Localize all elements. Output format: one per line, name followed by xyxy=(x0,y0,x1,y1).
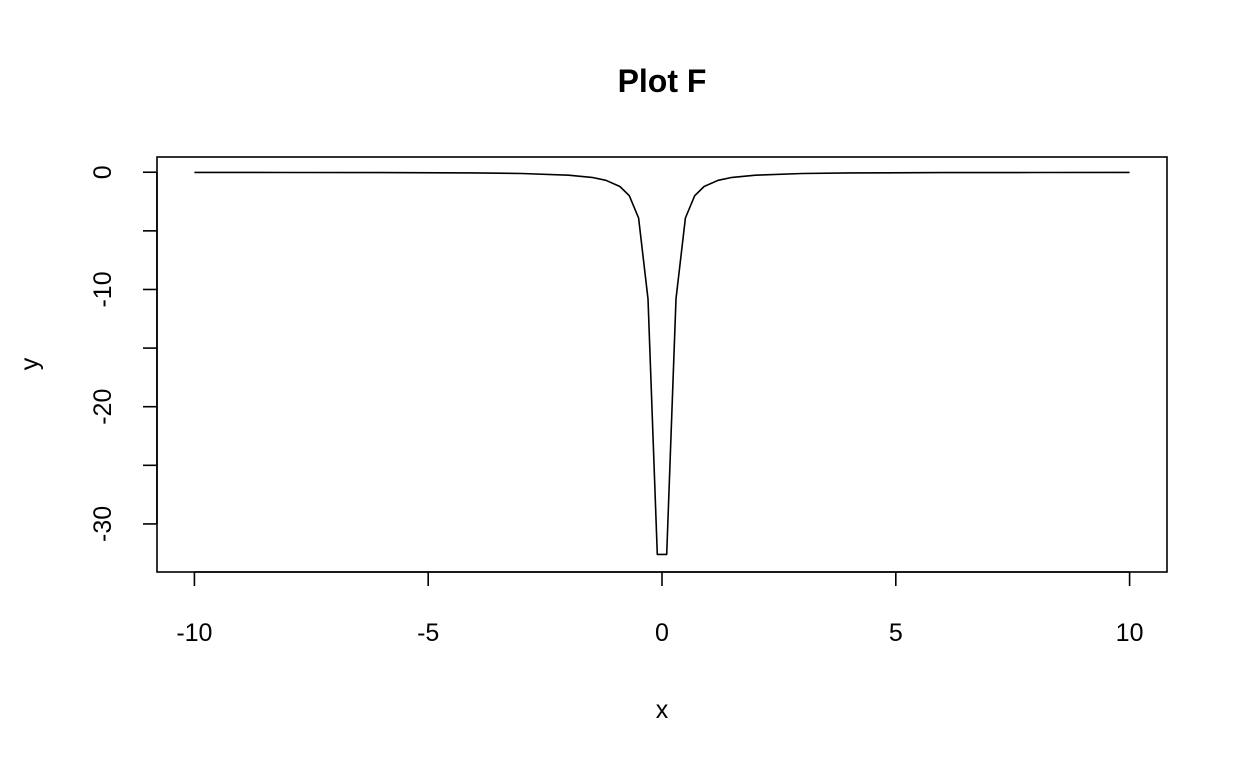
y-tick-label: -30 xyxy=(89,506,117,542)
series-layer xyxy=(194,171,1130,556)
y-tick-label: -20 xyxy=(89,389,117,425)
x-tick-label: 10 xyxy=(1116,619,1144,647)
y-axis-label: y xyxy=(16,357,44,370)
plot-frame xyxy=(156,156,1168,573)
x-axis-label: x xyxy=(656,696,669,724)
x-tick-label: -10 xyxy=(176,619,212,647)
x-tick-label: 0 xyxy=(655,619,669,647)
y-tick-label: -10 xyxy=(89,271,117,307)
x-tick-label: 5 xyxy=(889,619,903,647)
chart-title: Plot F xyxy=(618,63,707,99)
y-axis: -30 -20 -10 0 xyxy=(89,165,158,542)
x-tick-label: -5 xyxy=(417,619,439,647)
x-axis: -10 -5 0 5 10 xyxy=(176,571,1144,647)
y-tick-label: 0 xyxy=(89,165,117,179)
series-line-1 xyxy=(194,171,1130,556)
